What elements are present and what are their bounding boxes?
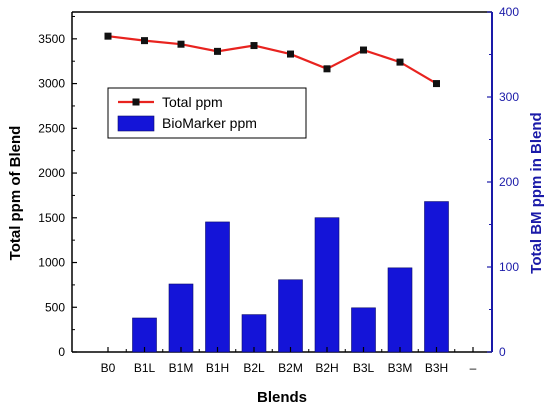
point-B3H <box>433 80 440 88</box>
y-right-tick-label: 400 <box>499 5 519 19</box>
x-tick-label: B3H <box>425 361 448 375</box>
y-left-tick-label: 3000 <box>38 77 65 91</box>
point-B2L <box>250 42 258 50</box>
legend-marker-swatch <box>132 98 140 106</box>
line-series <box>104 32 440 88</box>
x-tick-label: B2H <box>315 361 338 375</box>
bar-B1H <box>205 221 230 353</box>
bar-B2H <box>314 217 340 353</box>
x-tick-label: – <box>470 361 477 375</box>
bar-B3H <box>424 201 449 353</box>
x-tick-label: B2L <box>243 361 265 375</box>
bar-B1M <box>168 283 194 353</box>
y-axis-left-title: Total ppm of Blend <box>7 126 24 261</box>
bar-B1L <box>132 317 157 353</box>
y-right-tick-label: 100 <box>499 260 519 274</box>
x-tick-label: B1L <box>134 361 156 375</box>
x-tick-label: B3L <box>353 361 375 375</box>
x-axis-title: Blends <box>257 389 307 406</box>
point-B3M <box>396 58 404 66</box>
point-B2M <box>287 50 294 58</box>
total-ppm-line <box>107 35 438 85</box>
x-tick-label: B2M <box>278 361 303 375</box>
x-tick-label: B3M <box>388 361 413 375</box>
y-axis-right-title: Total BM ppm in Blend <box>528 112 545 273</box>
y-left-tick-label: 3500 <box>38 32 65 46</box>
y-left-tick-label: 2000 <box>38 166 65 180</box>
y-right-tick-label: 200 <box>499 175 519 189</box>
point-B1M <box>177 40 185 48</box>
legend-bar-swatch <box>117 115 155 132</box>
legend: Total ppm BioMarker ppm <box>107 87 307 139</box>
bar-B2M <box>278 279 303 353</box>
y-right-tick-label: 300 <box>499 90 519 104</box>
y-left-tick-label: 1000 <box>38 256 65 270</box>
point-B0 <box>104 32 112 40</box>
bar-series <box>132 201 449 353</box>
bar-B3L <box>351 307 376 353</box>
y-left-tick-label: 1500 <box>38 211 65 225</box>
x-tick-label: B1M <box>169 361 194 375</box>
legend-label-total-ppm: Total ppm <box>162 94 223 110</box>
y-right-tick-label: 0 <box>499 345 506 359</box>
x-tick-label: B0 <box>101 361 116 375</box>
axes: 0 500 1000 1500 2000 2500 3000 3500 0 100 200 300 40… <box>38 5 519 375</box>
y-left-tick-label: 500 <box>45 300 65 314</box>
point-B2H <box>323 65 331 73</box>
bar-B3M <box>387 267 413 353</box>
bar-B2L <box>241 314 267 353</box>
y-left-tick-label: 2500 <box>38 121 65 135</box>
y-left-tick-label: 0 <box>58 345 65 359</box>
point-B3L <box>360 46 367 54</box>
point-B1L <box>141 37 148 45</box>
point-B1H <box>214 47 221 55</box>
legend-label-biomarker-ppm: BioMarker ppm <box>162 115 257 131</box>
x-tick-label: B1H <box>206 361 229 375</box>
